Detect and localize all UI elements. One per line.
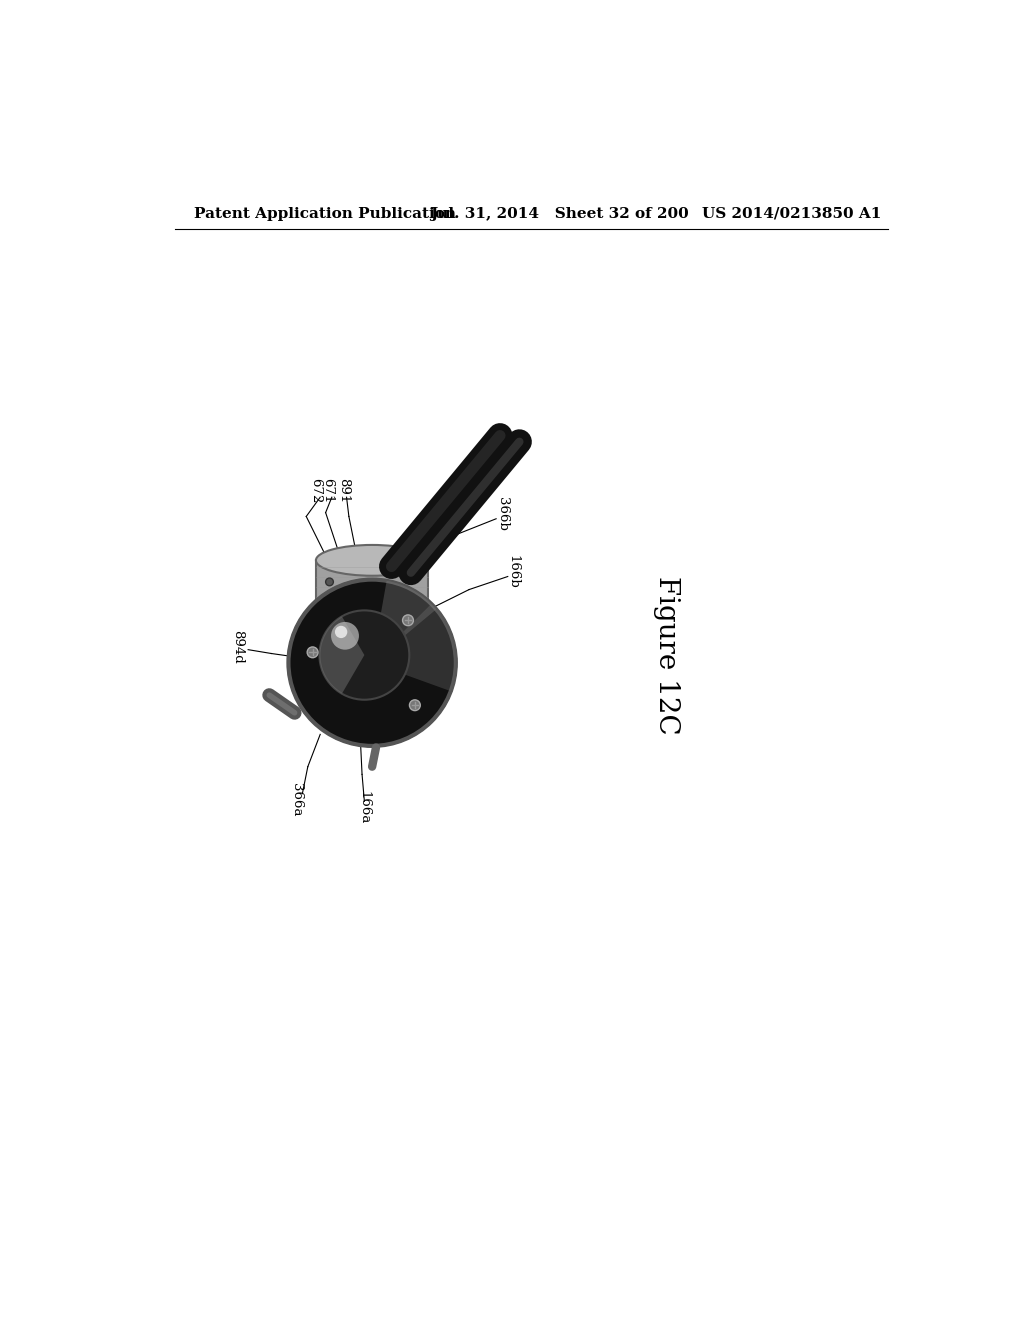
Text: 894d: 894d [231,631,245,664]
Circle shape [307,647,318,657]
Circle shape [289,579,456,746]
Circle shape [402,615,414,626]
Bar [316,560,428,626]
Text: 166b: 166b [507,554,519,589]
Text: 366b: 366b [496,498,509,531]
Text: Jul. 31, 2014   Sheet 32 of 200: Jul. 31, 2014 Sheet 32 of 200 [430,207,689,220]
Circle shape [326,578,334,586]
Text: 366a: 366a [290,783,303,817]
Circle shape [335,626,347,638]
Circle shape [410,700,420,710]
Wedge shape [372,605,456,692]
Ellipse shape [316,545,428,576]
Wedge shape [372,581,436,663]
Text: Figure 12C: Figure 12C [653,576,680,734]
Ellipse shape [316,610,428,639]
Circle shape [319,610,410,700]
Text: 672: 672 [309,478,323,504]
Text: 671: 671 [322,478,335,504]
Wedge shape [319,616,365,694]
Text: US 2014/0213850 A1: US 2014/0213850 A1 [701,207,881,220]
Text: 891: 891 [337,478,350,504]
Text: 166a: 166a [357,791,371,824]
Text: Patent Application Publication: Patent Application Publication [194,207,456,220]
Circle shape [331,622,359,649]
